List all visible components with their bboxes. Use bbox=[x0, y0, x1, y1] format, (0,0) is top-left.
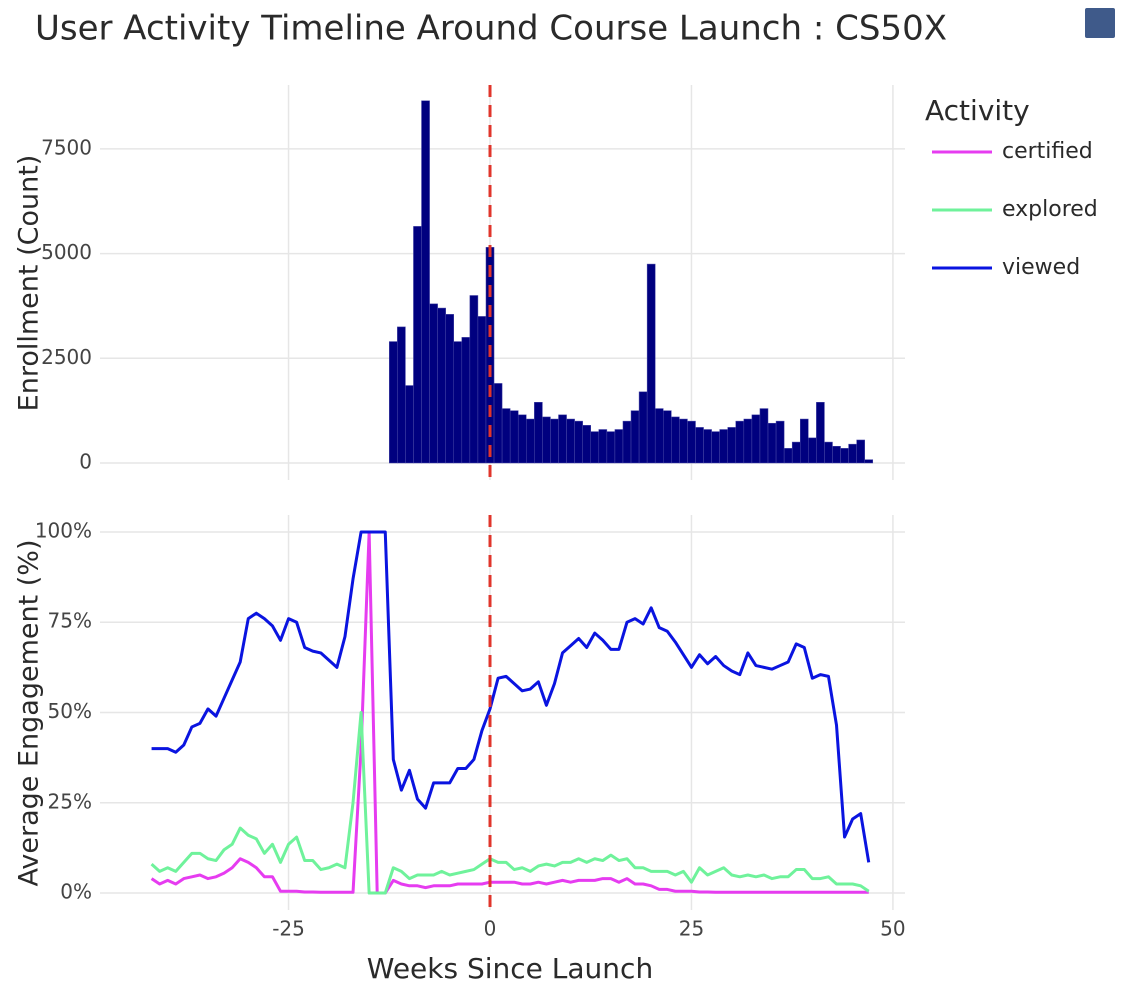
bar bbox=[848, 443, 857, 464]
toolbar-icon[interactable] bbox=[1085, 8, 1115, 38]
x-axis-label: Weeks Since Launch bbox=[367, 952, 653, 984]
bar bbox=[477, 316, 487, 464]
y-axis-label: Average Engagement (%) bbox=[14, 540, 45, 887]
line-series bbox=[150, 711, 870, 895]
bar bbox=[759, 408, 769, 464]
bar bbox=[453, 341, 463, 464]
bar bbox=[791, 441, 801, 464]
bar bbox=[816, 402, 825, 464]
line-series bbox=[151, 530, 871, 863]
x-tick-label: -25 bbox=[272, 917, 305, 941]
bar bbox=[397, 326, 406, 464]
bar bbox=[558, 414, 567, 464]
line-series bbox=[150, 530, 869, 895]
bar bbox=[542, 416, 551, 464]
bar bbox=[767, 422, 777, 464]
x-tick-label: 0 bbox=[484, 917, 497, 941]
bar bbox=[711, 431, 720, 464]
legend-title: Activity bbox=[925, 94, 1030, 127]
bar bbox=[864, 459, 874, 464]
bar bbox=[590, 431, 600, 464]
bar bbox=[413, 226, 422, 464]
bar bbox=[751, 414, 761, 464]
bar bbox=[799, 418, 809, 464]
bar bbox=[429, 303, 438, 464]
y-tick-label: 25% bbox=[48, 789, 92, 813]
bar bbox=[598, 429, 608, 464]
bar bbox=[646, 263, 656, 464]
bar bbox=[743, 418, 753, 464]
bar bbox=[389, 341, 398, 464]
bar bbox=[534, 402, 543, 464]
y-tick-label: 100% bbox=[35, 518, 92, 542]
bar bbox=[824, 441, 833, 464]
chart-title: User Activity Timeline Around Course Lau… bbox=[35, 9, 947, 49]
y-tick-label: 75% bbox=[48, 609, 92, 633]
bar bbox=[663, 410, 672, 464]
y-tick-label: 7500 bbox=[41, 135, 92, 159]
bar bbox=[421, 100, 430, 464]
bar bbox=[775, 420, 785, 464]
bar bbox=[638, 391, 648, 464]
bar bbox=[695, 427, 704, 464]
bar bbox=[832, 445, 841, 464]
bar bbox=[550, 418, 559, 464]
y-axis-label: Enrollment (Count) bbox=[14, 155, 45, 412]
bar bbox=[735, 420, 745, 464]
x-tick-label: 25 bbox=[679, 917, 704, 941]
bar bbox=[856, 439, 865, 464]
bar bbox=[405, 385, 414, 464]
bar bbox=[622, 420, 632, 464]
bar bbox=[566, 418, 575, 464]
legend-label: certified bbox=[1002, 139, 1093, 164]
bar bbox=[582, 425, 591, 464]
bar bbox=[679, 418, 688, 464]
bar bbox=[469, 295, 479, 464]
bar bbox=[630, 410, 640, 464]
bar bbox=[654, 408, 664, 464]
y-tick-label: 0% bbox=[60, 880, 92, 904]
bar bbox=[526, 418, 535, 464]
bar bbox=[719, 429, 728, 464]
bar bbox=[461, 337, 471, 464]
x-tick-label: 50 bbox=[880, 917, 905, 941]
y-tick-label: 50% bbox=[48, 699, 92, 723]
bar bbox=[671, 416, 680, 464]
y-tick-label: 5000 bbox=[41, 240, 92, 264]
bar bbox=[509, 410, 519, 464]
bar bbox=[840, 448, 849, 464]
bar bbox=[783, 448, 793, 464]
bar bbox=[727, 427, 737, 464]
y-tick-label: 0 bbox=[79, 449, 92, 473]
bar bbox=[445, 314, 454, 464]
bar bbox=[517, 414, 527, 464]
bar bbox=[437, 307, 446, 464]
bar bbox=[493, 383, 503, 464]
bar bbox=[687, 420, 696, 464]
bar bbox=[574, 420, 583, 464]
bar bbox=[808, 437, 817, 464]
bar bbox=[703, 429, 712, 464]
y-tick-label: 2500 bbox=[41, 345, 92, 369]
bar bbox=[614, 429, 624, 464]
bar bbox=[501, 408, 511, 464]
legend-label: explored bbox=[1002, 197, 1098, 222]
legend-label: viewed bbox=[1002, 255, 1080, 280]
bar bbox=[606, 431, 616, 464]
